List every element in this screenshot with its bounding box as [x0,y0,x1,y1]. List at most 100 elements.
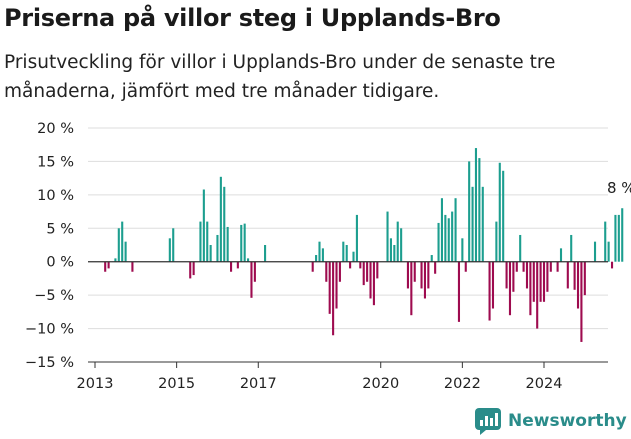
bar [508,261,512,316]
bar [576,261,580,309]
bar [522,261,525,272]
bar [556,261,559,272]
bar [253,261,256,282]
bar [355,214,358,262]
bar [546,261,549,292]
y-tick-label: −5 % [34,288,74,304]
bar [202,189,205,262]
bar [621,208,624,262]
bar [536,261,539,329]
bar [386,211,389,262]
bar [332,261,335,336]
bar [121,221,124,262]
bar [614,214,617,262]
bar [488,261,491,321]
bar [607,241,610,262]
bar [570,234,573,262]
bar [318,241,321,262]
bar [209,245,212,262]
bar [359,261,362,269]
x-tick-label: 2022 [444,376,481,392]
bar [366,261,369,282]
bar [328,261,331,314]
bar [192,261,195,276]
bar [230,261,233,272]
bar [505,261,508,289]
bar [352,251,355,262]
y-tick-label: 20 % [37,121,74,137]
bar [107,261,110,269]
y-tick-label: 10 % [37,188,74,204]
bar [345,245,348,262]
bar [444,214,447,262]
bar [338,261,341,282]
bar [539,261,542,302]
bar [240,224,243,262]
bar [372,261,375,306]
bar [481,186,484,262]
bar [389,238,392,262]
bar [610,261,614,269]
bar [512,261,515,292]
bar [454,198,457,262]
x-tick-label: 2017 [240,376,277,392]
bar [593,241,597,262]
bar [335,261,338,309]
bar [464,261,467,272]
bar [542,261,546,302]
bar [410,261,413,316]
bar [321,248,324,262]
bar [471,186,474,262]
bar [451,211,454,262]
bar [206,221,209,262]
bar [172,228,175,262]
y-tick-label: 0 % [46,255,74,271]
bar-chart: −15 %−10 %−5 %0 %5 %10 %15 %20 % 2013 201… [25,121,631,392]
bar [219,176,222,262]
bar [580,261,583,342]
bar [342,241,345,262]
bar [604,221,607,262]
bar [216,234,219,262]
bar [247,258,250,262]
bar [491,261,495,309]
bar [264,245,267,262]
bar [406,261,409,289]
bar [519,234,522,262]
bar [559,248,563,262]
bar [325,261,328,282]
brand-logo[interactable]: Newsworthy [474,404,627,438]
bar [413,261,416,282]
x-tick-label: 2013 [77,376,114,392]
chart-subtitle: Prisutveckling för villor i Upplands-Bro… [4,52,556,102]
annotation-label: 8 % [607,179,631,197]
bar [478,158,481,262]
bar [566,261,569,289]
bar [423,261,426,299]
bar [583,261,586,296]
bar [124,241,127,262]
bar [440,198,443,262]
y-tick-label: −15 % [25,355,74,371]
bars [88,148,624,342]
bar [549,261,552,272]
bar [474,148,478,262]
brand-name: Newsworthy [508,411,627,431]
bar [362,261,365,286]
bar [461,238,464,262]
bar [468,161,471,262]
bar [498,162,501,262]
y-tick-label: −10 % [25,322,74,338]
bar [420,261,423,289]
bar [349,261,352,269]
bar [243,223,246,262]
bar [189,261,192,279]
bar [226,226,229,262]
bar [131,261,134,272]
x-tick-label: 2020 [362,376,399,392]
bar [434,261,437,274]
bar [315,255,318,262]
chart-title: Priserna på villor steg i Upplands-Bro [4,4,501,32]
bar [223,186,226,262]
bar [447,218,450,262]
